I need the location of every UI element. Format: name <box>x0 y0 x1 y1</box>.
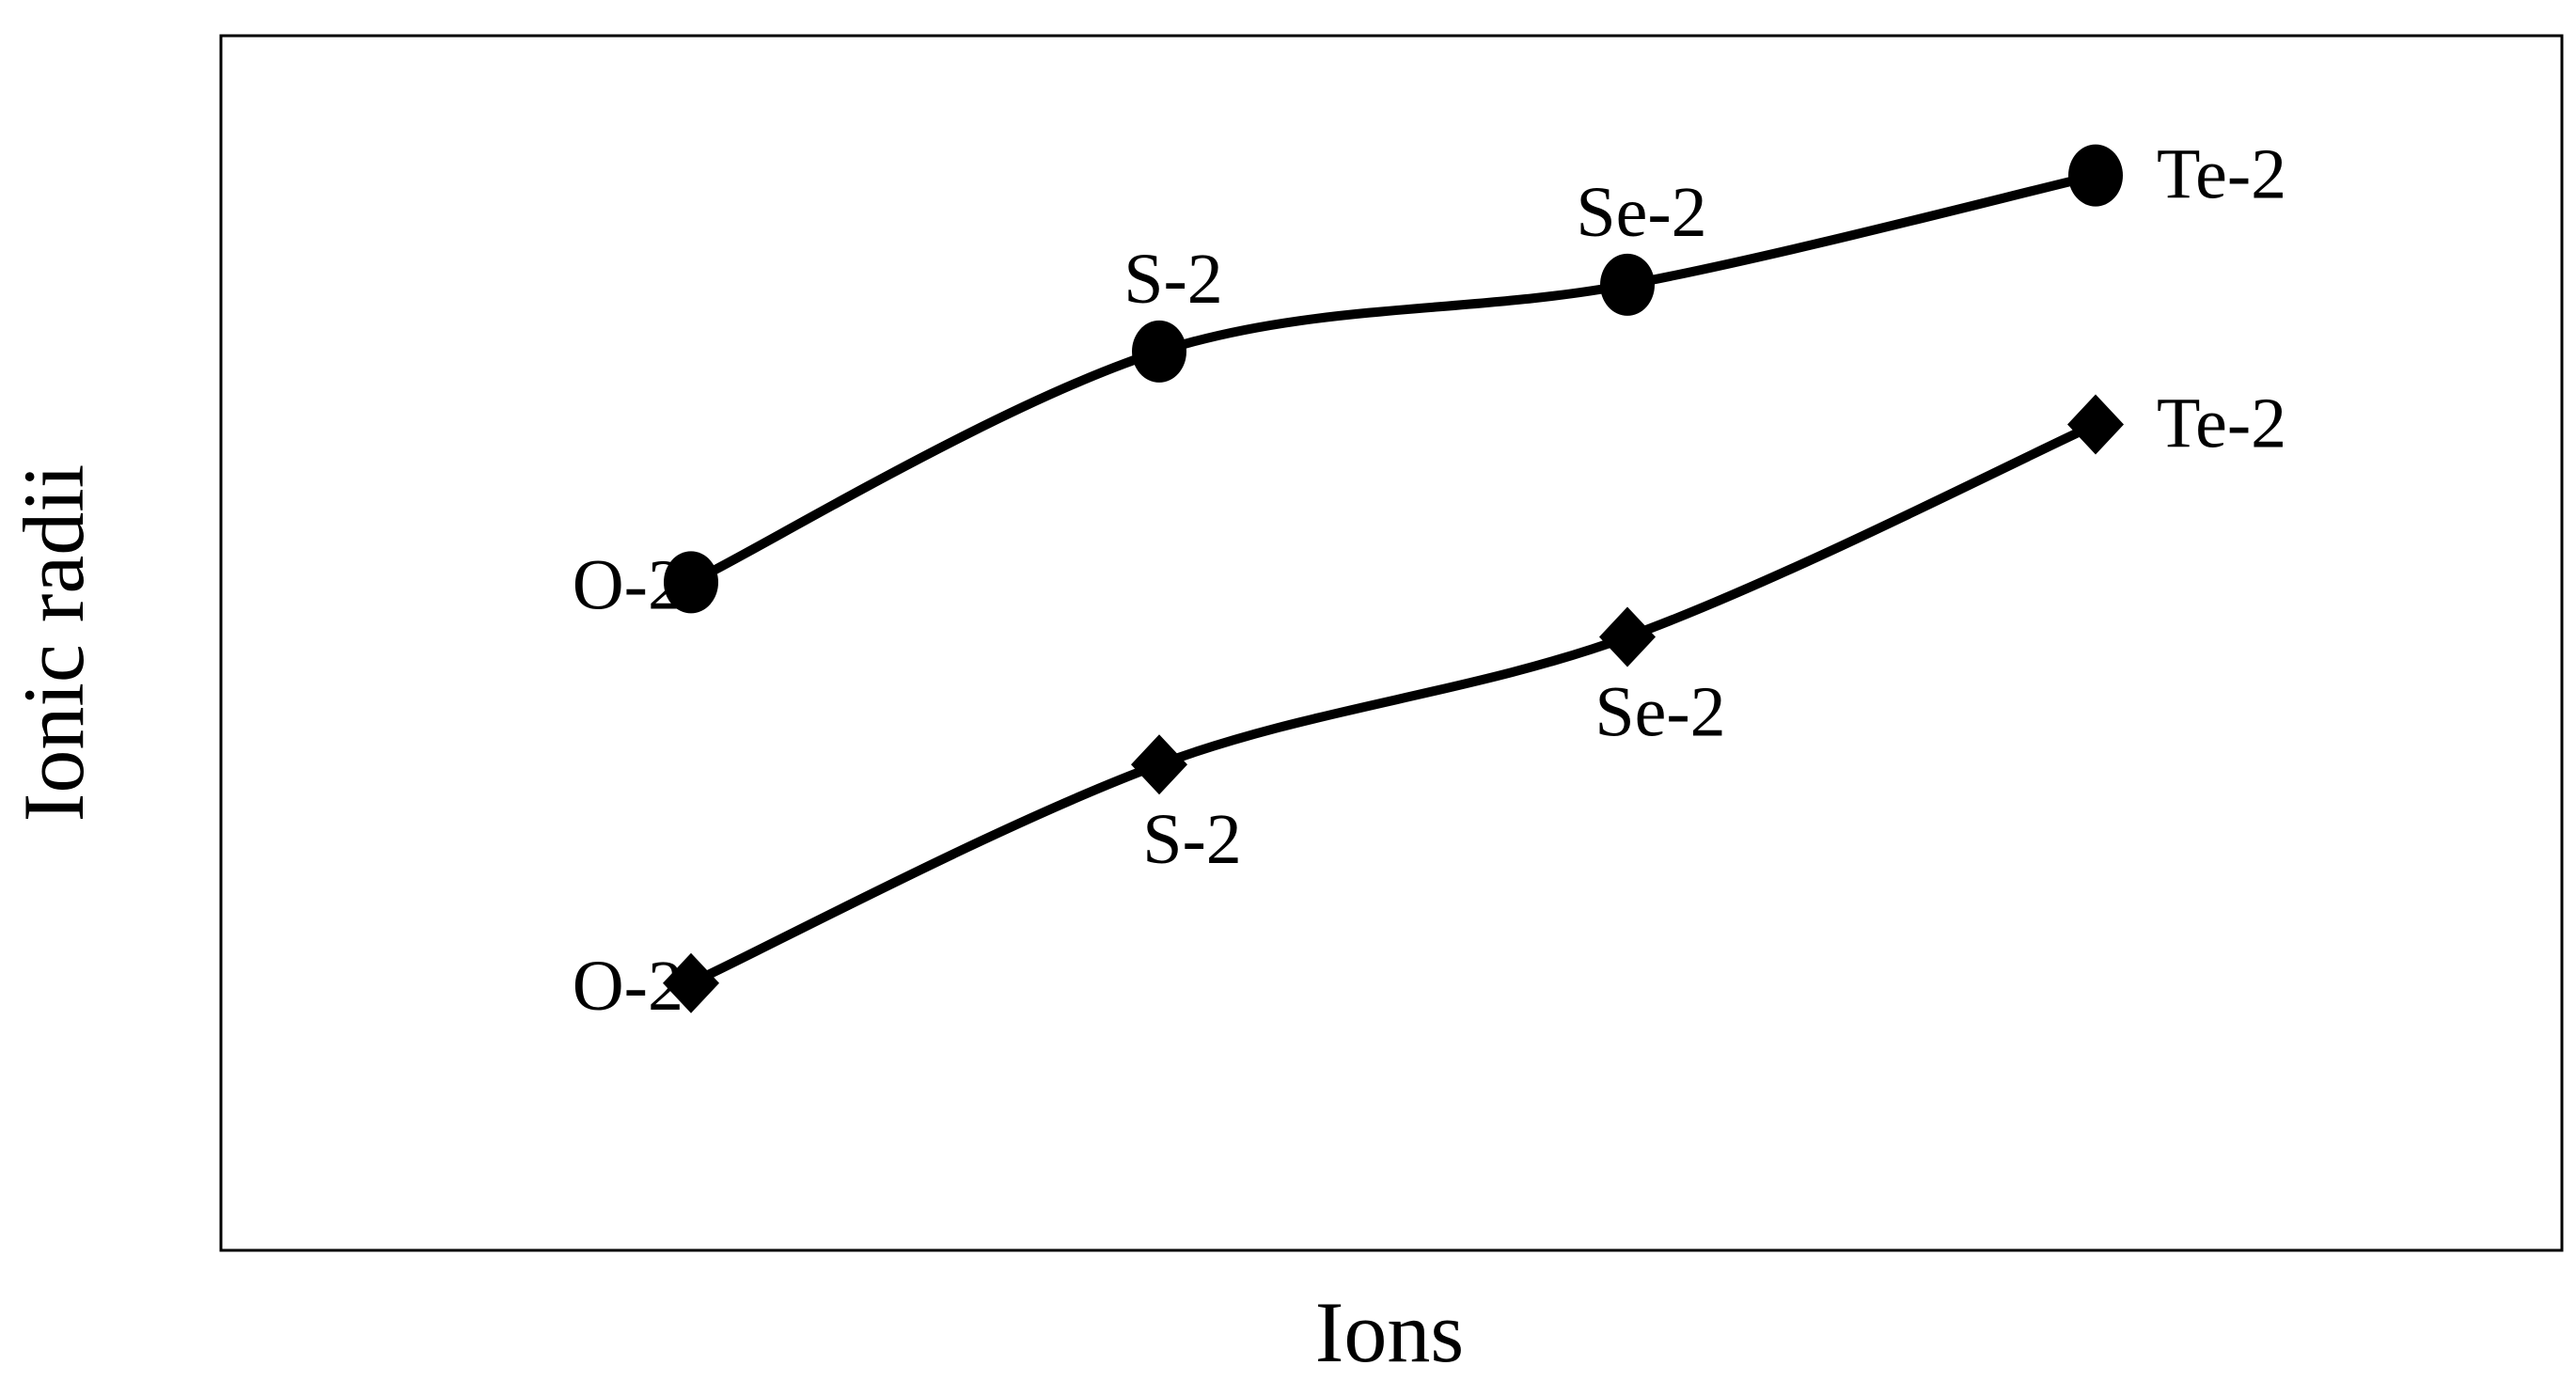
series-2-label-2: S-2 <box>1142 800 1242 879</box>
series-1-label-3: Se-2 <box>1576 173 1706 252</box>
series-1-label-4: Te-2 <box>2157 135 2286 214</box>
series-2-point-2 <box>1131 734 1187 795</box>
series-2-line <box>686 419 2100 988</box>
series-2-label-4: Te-2 <box>2157 384 2286 463</box>
series-2-label-3: Se-2 <box>1594 673 1725 752</box>
series-2-point-4 <box>2067 394 2124 455</box>
series-2-point-3 <box>1599 606 1656 667</box>
x-axis-title: Ions <box>1315 1284 1464 1380</box>
series-2-label-1: O-2 <box>573 947 683 1026</box>
series-1-point-4 <box>2068 144 2123 207</box>
series-1-label-1: O-2 <box>573 545 683 624</box>
y-axis-title: Ionic radii <box>6 464 102 823</box>
series-1-label-2: S-2 <box>1123 240 1223 319</box>
series-1-line <box>686 170 2100 588</box>
series-layer: O-2 S-2 Se-2 Te-2 O-2 S-2 Se-2 Te-2 <box>573 135 2286 1026</box>
series-1-point-3 <box>1600 253 1655 316</box>
series-2-point-1 <box>663 952 719 1013</box>
series-1-point-1 <box>664 551 718 614</box>
plot-frame <box>219 34 2564 1252</box>
series-1-point-2 <box>1132 320 1186 383</box>
